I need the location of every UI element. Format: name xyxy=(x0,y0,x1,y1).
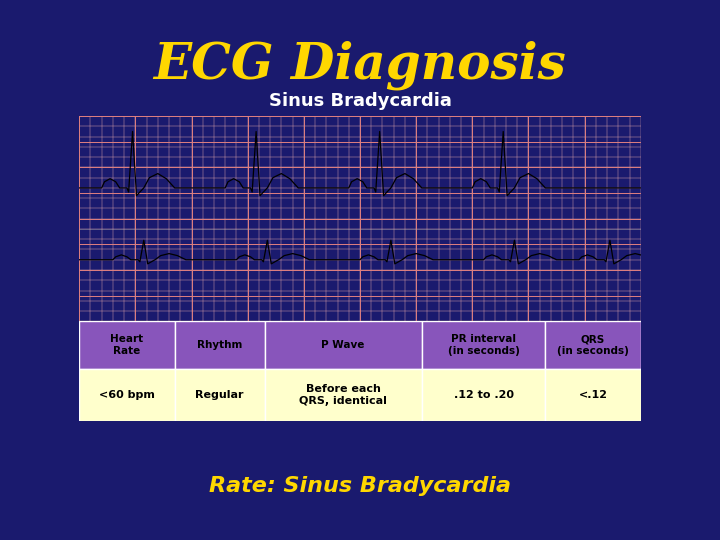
Text: Rate: Sinus Bradycardia: Rate: Sinus Bradycardia xyxy=(209,476,511,496)
Text: Rhythm: Rhythm xyxy=(197,340,243,350)
Text: QRS
(in seconds): QRS (in seconds) xyxy=(557,334,629,356)
Text: ECG Diagnosis: ECG Diagnosis xyxy=(153,40,567,90)
Text: Heart
Rate: Heart Rate xyxy=(110,334,143,356)
FancyBboxPatch shape xyxy=(264,321,422,369)
Text: Sinus Bradycardia: Sinus Bradycardia xyxy=(269,92,451,110)
FancyBboxPatch shape xyxy=(175,369,264,421)
FancyBboxPatch shape xyxy=(422,321,545,369)
Text: P Wave: P Wave xyxy=(321,340,365,350)
Text: <60 bpm: <60 bpm xyxy=(99,390,155,400)
Text: Before each
QRS, identical: Before each QRS, identical xyxy=(300,384,387,406)
FancyBboxPatch shape xyxy=(175,321,264,369)
FancyBboxPatch shape xyxy=(79,369,175,421)
Text: .12 to .20: .12 to .20 xyxy=(454,390,513,400)
Text: Regular: Regular xyxy=(195,390,244,400)
FancyBboxPatch shape xyxy=(422,369,545,421)
Text: PR interval
(in seconds): PR interval (in seconds) xyxy=(448,334,520,356)
Text: <.12: <.12 xyxy=(579,390,608,400)
FancyBboxPatch shape xyxy=(264,369,422,421)
FancyBboxPatch shape xyxy=(79,321,175,369)
FancyBboxPatch shape xyxy=(545,369,641,421)
FancyBboxPatch shape xyxy=(545,321,641,369)
